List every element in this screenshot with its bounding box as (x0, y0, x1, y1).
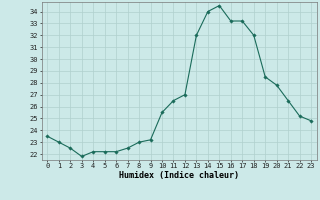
X-axis label: Humidex (Indice chaleur): Humidex (Indice chaleur) (119, 171, 239, 180)
